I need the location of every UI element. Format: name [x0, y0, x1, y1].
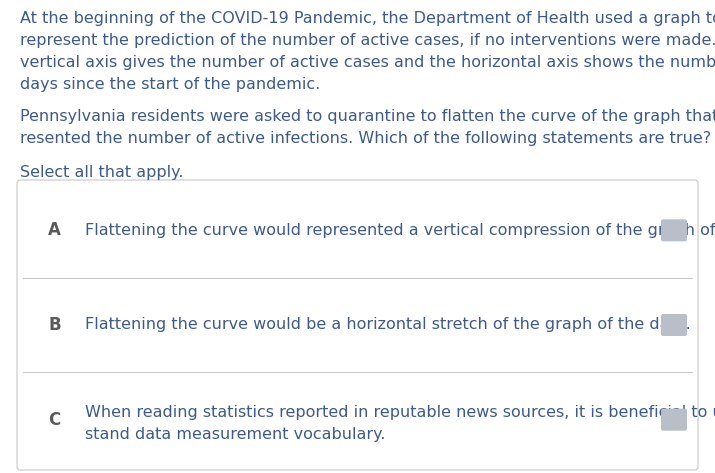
Text: B: B	[48, 316, 61, 334]
Text: Flattening the curve would be a horizontal stretch of the graph of the data.: Flattening the curve would be a horizont…	[85, 317, 691, 333]
FancyBboxPatch shape	[661, 409, 687, 431]
Text: stand data measurement vocabulary.: stand data measurement vocabulary.	[85, 427, 385, 442]
FancyBboxPatch shape	[661, 314, 687, 336]
Text: days since the start of the pandemic.: days since the start of the pandemic.	[20, 77, 320, 92]
Text: resented the number of active infections. Which of the following statements are : resented the number of active infections…	[20, 131, 711, 146]
FancyBboxPatch shape	[17, 180, 698, 470]
Text: When reading statistics reported in reputable news sources, it is beneficial to : When reading statistics reported in repu…	[85, 405, 715, 420]
Text: A: A	[48, 221, 61, 239]
Text: At the beginning of the COVID-19 Pandemic, the Department of Health used a graph: At the beginning of the COVID-19 Pandemi…	[20, 11, 715, 26]
Text: C: C	[48, 411, 60, 429]
FancyBboxPatch shape	[661, 219, 687, 241]
Text: represent the prediction of the number of active cases, if no interventions were: represent the prediction of the number o…	[20, 33, 715, 48]
Text: Flattening the curve would represented a vertical compression of the graph of th: Flattening the curve would represented a…	[85, 223, 715, 238]
Text: vertical axis gives the number of active cases and the horizontal axis shows the: vertical axis gives the number of active…	[20, 55, 715, 70]
Text: Select all that apply.: Select all that apply.	[20, 165, 184, 180]
Text: Pennsylvania residents were asked to quarantine to flatten the curve of the grap: Pennsylvania residents were asked to qua…	[20, 109, 715, 124]
